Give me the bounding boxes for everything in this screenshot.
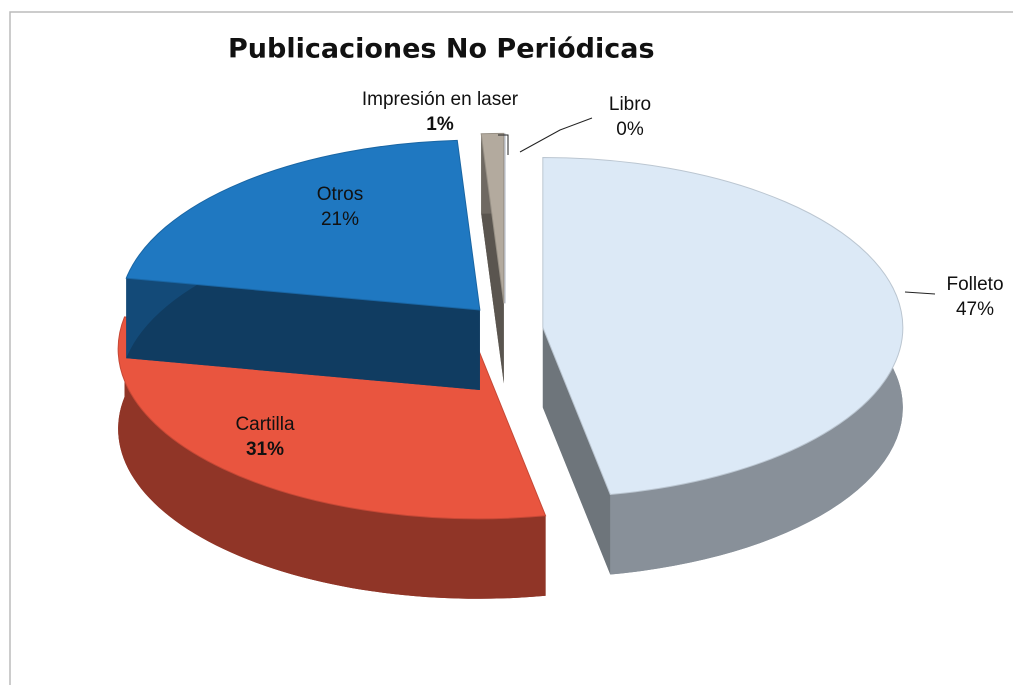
slice [542,156,904,575]
slice-wall [126,278,480,391]
slice-label-value: 47% [956,299,994,320]
slice-label-value: 1% [426,114,454,135]
slice [125,139,481,391]
slice [480,132,505,384]
chart-title: Publicaciones No Periódicas [228,34,655,65]
slice-wall [542,327,611,575]
slice-label-name: Impresión en laser [362,89,519,110]
leader-line [904,291,936,295]
slice-top [480,132,505,304]
slice-label-name: Cartilla [235,414,295,435]
slice-label-name: Libro [609,94,651,115]
leader-line [519,117,593,153]
slice-label-value: 31% [246,439,284,460]
leader-line [498,134,509,155]
slice-label-name: Folleto [946,274,1003,295]
chart-frame [9,11,1013,685]
slice-label-value: 0% [616,119,644,140]
slice-side [118,316,546,599]
slice-top [125,139,481,311]
slice-label-name: Otros [317,184,363,205]
slice-top [542,156,904,496]
slice-label-value: 21% [321,209,359,230]
